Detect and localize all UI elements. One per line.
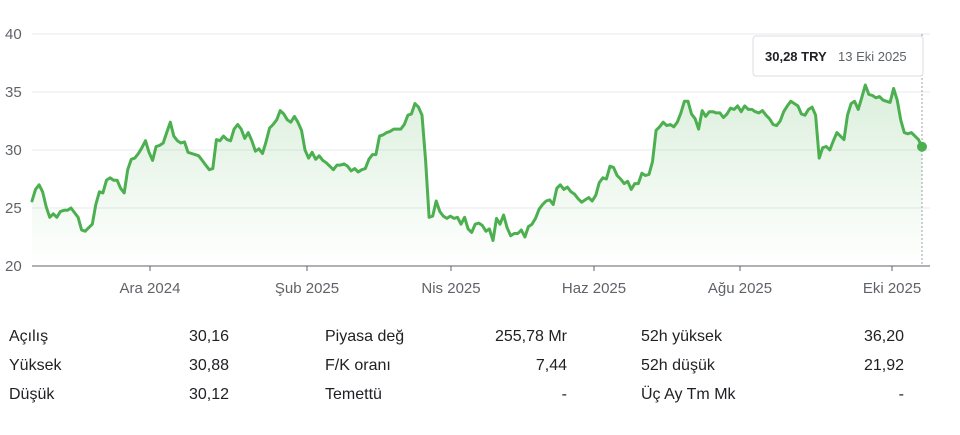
stat-value: 30,12 (188, 386, 229, 403)
stat-row-pe-ratio: F/K oranı 7,44 (325, 351, 567, 380)
x-tick-label: Nis 2025 (421, 280, 480, 297)
stat-value: 21,92 (863, 357, 904, 374)
stat-row-market-cap: Piyasa değ 255,78 Mr (325, 322, 567, 351)
stat-row-52w-low: 52h düşük 21,92 (641, 351, 904, 380)
stat-row-quarterly: Üç Ay Tm Mk - (641, 380, 904, 409)
x-tick-label: Şub 2025 (275, 280, 339, 297)
stats-table: Açılış 30,16 Yüksek 30,88 Düşük 30,12 Pi… (0, 322, 960, 422)
stat-label: Yüksek (9, 357, 62, 374)
price-line[interactable] (30, 83, 924, 242)
price-tooltip: 30,28 TRY 13 Eki 2025 (752, 35, 924, 77)
stats-column-1: Açılış 30,16 Yüksek 30,88 Düşük 30,12 (9, 322, 229, 409)
tooltip-box (752, 35, 924, 77)
y-tick-label: 30 (5, 142, 22, 159)
stat-row-open: Açılış 30,16 (9, 322, 229, 351)
stat-label: F/K oranı (325, 357, 391, 374)
y-axis-labels: 20 25 30 35 40 (5, 26, 22, 275)
tooltip-price: 30,28 TRY (765, 49, 827, 64)
x-tick-label: Ara 2024 (120, 280, 181, 297)
stat-value: 7,44 (535, 357, 567, 374)
price-area-fill (32, 85, 922, 266)
stat-value: 255,78 Mr (494, 328, 567, 345)
stat-value: 36,20 (863, 328, 904, 345)
stat-label: 52h düşük (641, 357, 715, 374)
current-price-point[interactable] (917, 141, 927, 152)
stats-column-3: 52h yüksek 36,20 52h düşük 21,92 Üç Ay T… (641, 322, 904, 409)
x-tick-label: Ağu 2025 (708, 280, 772, 297)
stat-label: Üç Ay Tm Mk (641, 386, 736, 403)
price-chart[interactable]: 20 25 30 35 40 Ara 2024 Şub 2025 Nis 2025 Haz 2… (0, 0, 960, 310)
stats-column-2: Piyasa değ 255,78 Mr F/K oranı 7,44 Teme… (325, 322, 567, 409)
x-tick-label: Eki 2025 (863, 280, 921, 297)
stat-label: 52h yüksek (641, 328, 722, 345)
stat-row-dividend: Temettü - (325, 380, 567, 409)
stat-value: - (898, 386, 904, 403)
stat-row-low: Düşük 30,12 (9, 380, 229, 409)
stat-label: Düşük (9, 386, 55, 403)
stat-value: - (561, 386, 567, 403)
stat-row-52w-high: 52h yüksek 36,20 (641, 322, 904, 351)
tooltip-date: 13 Eki 2025 (838, 49, 907, 64)
y-tick-label: 20 (5, 258, 22, 275)
stat-value: 30,88 (188, 357, 229, 374)
stat-label: Piyasa değ (325, 328, 405, 345)
y-tick-label: 40 (5, 26, 22, 43)
stat-row-high: Yüksek 30,88 (9, 351, 229, 380)
stat-value: 30,16 (188, 328, 229, 345)
x-axis-labels: Ara 2024 Şub 2025 Nis 2025 Haz 2025 Ağu 2025… (120, 280, 922, 297)
x-tick-label: Haz 2025 (562, 280, 626, 297)
y-tick-label: 35 (5, 84, 22, 101)
y-tick-label: 25 (5, 200, 22, 217)
stat-label: Temettü (325, 386, 382, 403)
x-axis-ticks (149, 266, 893, 271)
stat-label: Açılış (9, 328, 49, 345)
